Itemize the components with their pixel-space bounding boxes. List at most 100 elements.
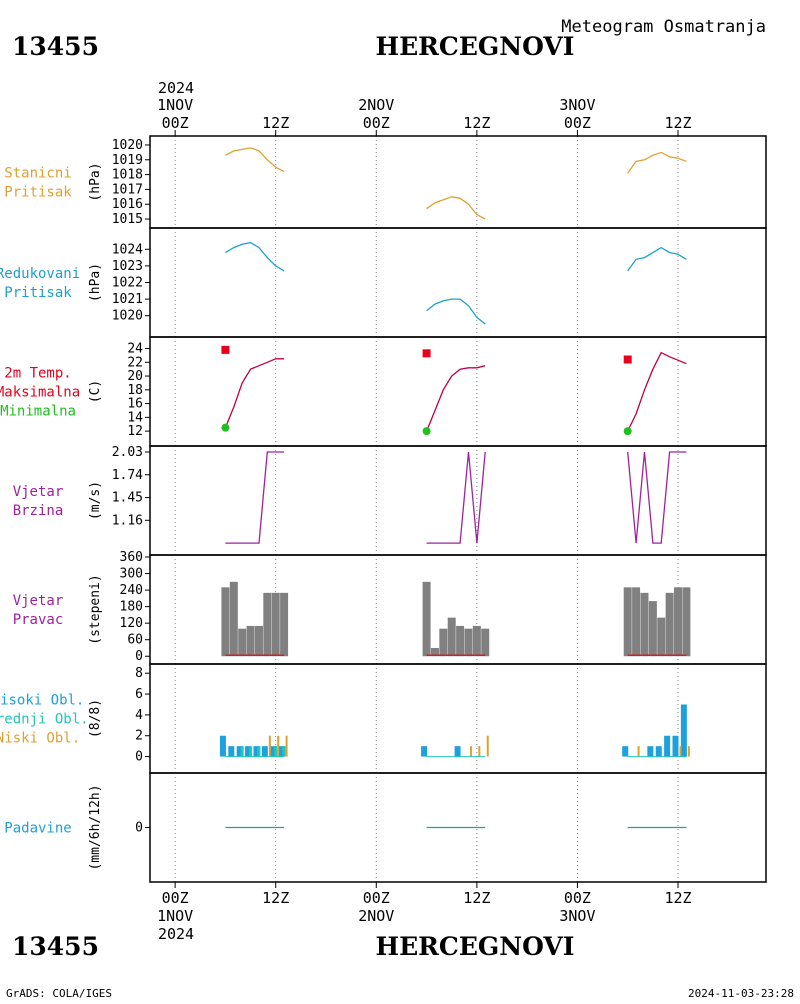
y-tick-label: 2.03 [112, 445, 143, 460]
panel-label: Pritisak [4, 185, 72, 201]
hour-label-bottom: 00Z [363, 889, 390, 907]
hour-label-bottom: 00Z [564, 889, 591, 907]
y-tick-label: 1.74 [112, 468, 143, 483]
panel-label: Minimalna [0, 404, 76, 420]
y-tick-label: 1019 [112, 153, 143, 168]
series-line [426, 298, 486, 325]
cloud-bar [249, 746, 253, 757]
y-tick-label: 0 [135, 821, 143, 836]
cloud-bar [245, 746, 252, 757]
cloud-bar [486, 735, 489, 757]
cloud-bar [253, 746, 260, 757]
cloud-bar [454, 746, 461, 757]
cloud-bar [282, 746, 286, 757]
y-unit-label: (C) [88, 380, 103, 403]
panel-label: Srednji Obl. [0, 712, 89, 728]
y-tick-label: 1017 [112, 182, 143, 197]
y-tick-label: 60 [127, 633, 143, 648]
series-line [627, 151, 687, 174]
wind-direction-bar [665, 592, 674, 657]
date-label-bottom: 1NOV [157, 907, 193, 925]
y-tick-label: 20 [127, 369, 143, 384]
year-top: 2024 [158, 79, 194, 97]
wind-direction-bar [456, 625, 465, 657]
cloud-bar [261, 746, 268, 757]
cloud-bar [240, 746, 244, 757]
panel-label: Maksimalna [0, 385, 80, 401]
date-label-bottom: 3NOV [559, 907, 595, 925]
y-tick-label: 240 [120, 583, 143, 598]
hour-label-top: 00Z [162, 114, 189, 132]
panel-clouds: 0 2 4 6 8 (8/8) Visoki Obl. Srednji Obl. Niski O… [0, 663, 767, 774]
wind-direction-bar [640, 592, 649, 657]
y-tick-label: 120 [120, 616, 143, 631]
wind-direction-bar [238, 628, 247, 657]
wind-direction-bar [472, 625, 481, 657]
series-line [425, 365, 486, 432]
hour-label-bottom: 12Z [262, 889, 289, 907]
date-label-top: 3NOV [559, 96, 595, 114]
panel-label: Redukovani [0, 266, 80, 282]
cloud-bar [469, 746, 472, 757]
plot-timestamp: 2024-11-03-23:28 [688, 987, 794, 1000]
wind-direction-bar [657, 617, 666, 657]
panel-label: Pravac [13, 612, 64, 628]
date-label-top: 2NOV [358, 96, 394, 114]
panel-label: Visoki Obl. [0, 693, 84, 709]
cloud-bar [270, 746, 277, 757]
y-tick-label: 4 [135, 708, 143, 723]
time-axis: 00Z00Z1NOV1NOV12Z12Z00Z00Z2NOV2NOV12Z12Z… [157, 96, 691, 925]
station-id-bottom: 13455 [12, 932, 99, 961]
cloud-bar [236, 746, 243, 757]
date-label-bottom: 2NOV [358, 907, 394, 925]
wind-direction-bar [481, 628, 490, 657]
panel-label: Vjetar [13, 593, 64, 609]
y-tick-label: 0 [135, 750, 143, 765]
station-name-top: HERCEGNOVI [375, 32, 574, 61]
cloud-bar [687, 746, 690, 757]
station-id-top: 13455 [12, 32, 99, 61]
year-bottom: 2024 [158, 925, 194, 943]
panel-frame [149, 772, 767, 883]
hour-label-top: 00Z [363, 114, 390, 132]
series-line [627, 451, 687, 544]
y-tick-label: 0 [135, 649, 143, 664]
y-unit-label: (hPa) [88, 263, 103, 302]
wind-direction-bar [439, 628, 448, 657]
min-temp-marker [221, 423, 230, 432]
panel-label: Vjetar [13, 484, 64, 500]
cloud-bar [679, 746, 682, 757]
cloud-bar [478, 746, 481, 757]
wind-direction-bar [648, 601, 657, 657]
date-label-top: 1NOV [157, 96, 193, 114]
min-temp-marker [422, 427, 431, 436]
meteogram-panels: 101510161017101810191020(hPa)StanicniPri… [0, 135, 767, 883]
y-tick-label: 14 [127, 410, 143, 425]
panel-label: Pritisak [4, 285, 72, 301]
cloud-bar [274, 746, 278, 757]
hour-label-bottom: 00Z [162, 889, 189, 907]
cloud-bar [655, 746, 662, 757]
y-tick-label: 1018 [112, 168, 143, 183]
series-line [225, 451, 285, 544]
panel-precipitation: 0 (mm/6h/12h) Padavine [4, 772, 767, 883]
wind-direction-bar [263, 592, 272, 657]
y-tick-label: 1020 [112, 138, 143, 153]
y-tick-label: 1020 [112, 309, 143, 324]
cloud-bar [277, 735, 280, 757]
hour-label-top: 12Z [463, 114, 490, 132]
wind-direction-bar [271, 592, 280, 657]
series-line [426, 196, 486, 220]
series-line [225, 241, 285, 272]
y-tick-label: 360 [120, 550, 143, 565]
series-line [225, 147, 285, 173]
max-temp-marker [623, 355, 632, 364]
y-tick-label: 1021 [112, 292, 143, 307]
wind-direction-bar [229, 581, 238, 657]
y-tick-label: 1016 [112, 197, 143, 212]
hour-label-bottom: 12Z [463, 889, 490, 907]
